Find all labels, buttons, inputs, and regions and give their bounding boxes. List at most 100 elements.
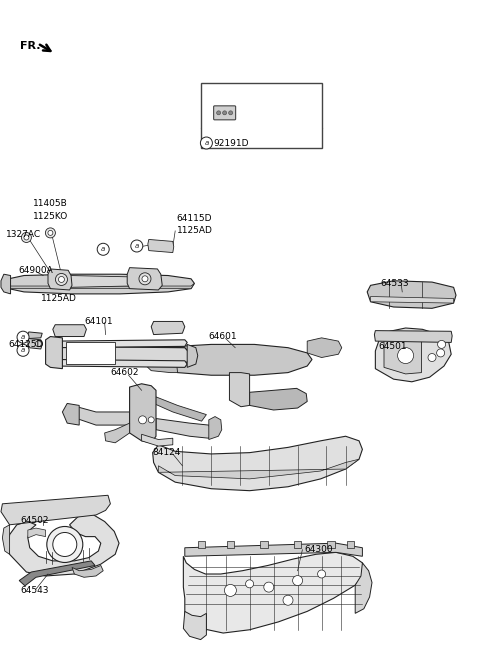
- Circle shape: [142, 276, 148, 282]
- Text: a: a: [21, 347, 25, 354]
- Polygon shape: [229, 373, 250, 407]
- Text: a: a: [21, 334, 25, 340]
- Polygon shape: [375, 328, 451, 382]
- Polygon shape: [28, 338, 42, 349]
- Circle shape: [48, 230, 53, 236]
- Polygon shape: [1, 495, 110, 525]
- Circle shape: [223, 111, 227, 115]
- Circle shape: [264, 582, 274, 592]
- Circle shape: [17, 331, 29, 343]
- Text: 1125AD: 1125AD: [177, 226, 213, 236]
- Polygon shape: [1, 274, 11, 294]
- Polygon shape: [19, 561, 95, 586]
- Text: a: a: [204, 140, 208, 146]
- Polygon shape: [384, 337, 421, 374]
- Circle shape: [318, 570, 325, 578]
- Polygon shape: [371, 297, 454, 303]
- Polygon shape: [2, 525, 10, 554]
- Polygon shape: [48, 269, 72, 290]
- Circle shape: [228, 111, 233, 115]
- Text: 64115D: 64115D: [177, 214, 212, 223]
- Polygon shape: [158, 459, 359, 479]
- Text: 84124: 84124: [153, 448, 181, 457]
- Polygon shape: [53, 340, 187, 348]
- Polygon shape: [355, 563, 372, 613]
- Polygon shape: [9, 513, 119, 576]
- Circle shape: [224, 584, 236, 596]
- Polygon shape: [105, 423, 130, 443]
- Text: 64125D: 64125D: [9, 340, 44, 349]
- Circle shape: [46, 228, 55, 238]
- Circle shape: [24, 235, 29, 240]
- Polygon shape: [154, 397, 206, 421]
- Text: 1125AD: 1125AD: [41, 294, 77, 303]
- Text: 1327AC: 1327AC: [6, 230, 41, 239]
- Circle shape: [246, 580, 253, 588]
- Polygon shape: [170, 344, 312, 375]
- Polygon shape: [77, 407, 130, 425]
- Circle shape: [428, 354, 436, 361]
- Circle shape: [97, 243, 109, 255]
- Polygon shape: [53, 359, 187, 367]
- Circle shape: [283, 595, 293, 605]
- Circle shape: [47, 527, 83, 562]
- Polygon shape: [209, 417, 222, 440]
- Polygon shape: [374, 331, 452, 342]
- Polygon shape: [67, 276, 132, 287]
- Text: 64601: 64601: [209, 332, 238, 341]
- Circle shape: [53, 533, 77, 556]
- Polygon shape: [146, 359, 178, 373]
- Polygon shape: [347, 541, 354, 548]
- Polygon shape: [151, 321, 185, 335]
- Text: 64533: 64533: [380, 279, 409, 288]
- Circle shape: [59, 276, 64, 283]
- Text: 64300: 64300: [305, 545, 334, 554]
- Circle shape: [438, 340, 445, 348]
- Polygon shape: [53, 325, 86, 337]
- Polygon shape: [28, 528, 46, 538]
- Circle shape: [17, 344, 29, 356]
- Bar: [66, 342, 115, 364]
- Polygon shape: [142, 434, 173, 446]
- Text: 11405B: 11405B: [33, 199, 67, 208]
- Text: a: a: [101, 246, 105, 253]
- Polygon shape: [192, 346, 229, 373]
- Polygon shape: [5, 274, 194, 294]
- Polygon shape: [294, 541, 301, 548]
- Polygon shape: [148, 239, 174, 253]
- Polygon shape: [183, 611, 206, 640]
- Text: 64602: 64602: [110, 368, 139, 377]
- Text: 64501: 64501: [378, 342, 407, 351]
- Polygon shape: [156, 419, 211, 438]
- Polygon shape: [198, 541, 205, 548]
- Polygon shape: [187, 344, 198, 367]
- Circle shape: [22, 232, 31, 243]
- Polygon shape: [127, 268, 162, 290]
- Circle shape: [139, 273, 151, 285]
- Polygon shape: [28, 332, 42, 338]
- Text: FR.: FR.: [20, 41, 41, 51]
- Polygon shape: [227, 541, 234, 548]
- Text: 64900A: 64900A: [18, 266, 53, 275]
- Polygon shape: [327, 541, 335, 548]
- Polygon shape: [46, 337, 62, 369]
- Text: 64101: 64101: [84, 317, 113, 326]
- Polygon shape: [250, 388, 307, 410]
- Polygon shape: [6, 283, 194, 289]
- Circle shape: [148, 417, 154, 423]
- Polygon shape: [72, 565, 103, 577]
- Circle shape: [139, 416, 146, 424]
- Circle shape: [36, 340, 41, 347]
- Circle shape: [131, 240, 143, 252]
- Circle shape: [293, 575, 302, 586]
- Polygon shape: [50, 346, 190, 364]
- Circle shape: [55, 274, 67, 285]
- Text: 1125KO: 1125KO: [33, 212, 68, 221]
- Polygon shape: [183, 552, 365, 633]
- Polygon shape: [260, 541, 268, 548]
- Polygon shape: [130, 384, 156, 443]
- Text: 64502: 64502: [20, 516, 48, 525]
- Text: 92191D: 92191D: [214, 139, 249, 148]
- Bar: [201, 83, 322, 148]
- FancyBboxPatch shape: [214, 106, 236, 120]
